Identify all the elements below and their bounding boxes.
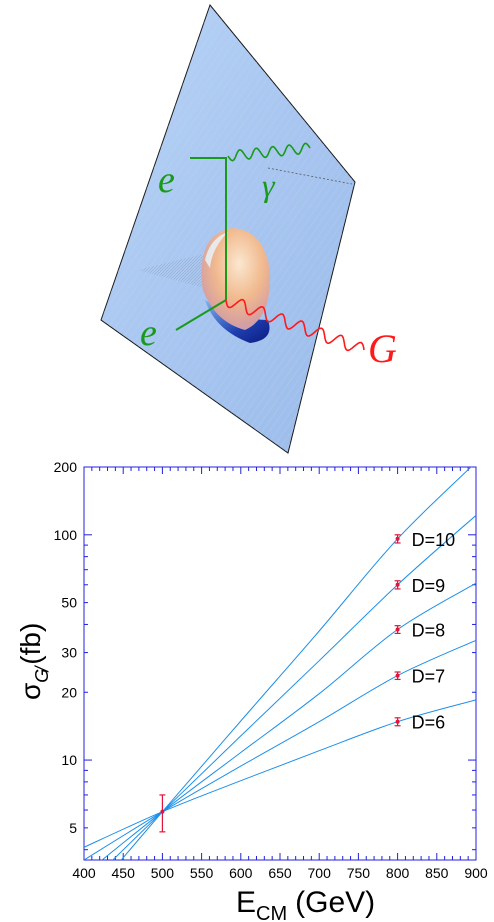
data-point — [394, 671, 401, 681]
series-line-d-7 — [84, 639, 476, 860]
y-tick-label: 50 — [61, 595, 77, 611]
x-tick-label: 550 — [190, 865, 214, 881]
data-points — [159, 534, 401, 833]
x-tick-label: 600 — [229, 865, 253, 881]
cone-shadow — [138, 252, 212, 290]
data-point — [394, 580, 401, 590]
series-labels: D=10 D=9 D=8 D=7 D=6 — [412, 530, 456, 733]
plot-frame — [83, 466, 477, 861]
y-tick-label: 5 — [69, 820, 77, 836]
feynman-diagram: e γ e G — [100, 3, 397, 454]
electron-line-top — [190, 157, 227, 300]
series-label: D=6 — [412, 713, 446, 733]
photon-line — [227, 142, 311, 162]
series-line-d-9 — [112, 515, 476, 860]
x-tick-label: 400 — [72, 865, 96, 881]
y-tick-label: 10 — [61, 752, 77, 768]
series-line-d-10 — [120, 467, 472, 860]
data-point — [159, 794, 166, 833]
y-tick-label: 100 — [54, 527, 78, 543]
x-axis-title-unit: (GeV) — [295, 886, 375, 919]
y-axis-ticks: 5 10 20 30 50 100 200 — [54, 459, 476, 851]
label-graviton: G — [368, 326, 397, 371]
x-tick-label: 900 — [464, 865, 488, 881]
electron-line-bottom — [175, 299, 227, 331]
series-label: D=10 — [412, 530, 456, 550]
x-tick-label: 650 — [268, 865, 292, 881]
series-label: D=9 — [412, 576, 446, 596]
y-tick-label: 30 — [61, 645, 77, 661]
series-label: D=7 — [412, 667, 446, 687]
graviton-line — [225, 298, 365, 352]
data-point — [394, 717, 401, 727]
x-axis-title-sub: CM — [256, 903, 287, 922]
x-tick-label: 450 — [112, 865, 136, 881]
label-electron-top: e — [158, 159, 175, 201]
series-line-d-6 — [84, 699, 476, 848]
y-axis-title: σG̸(fb) — [15, 623, 52, 700]
y-tick-label: 20 — [61, 684, 77, 700]
x-tick-label: 500 — [151, 865, 175, 881]
series-lines — [84, 467, 476, 860]
y-axis-title-unit: (fb) — [15, 623, 46, 665]
x-tick-label: 700 — [308, 865, 332, 881]
x-tick-label: 850 — [425, 865, 449, 881]
x-tick-label: 800 — [386, 865, 410, 881]
series-label: D=8 — [412, 620, 446, 640]
data-point — [394, 534, 401, 544]
y-axis-title-sub: G̸ — [32, 665, 52, 683]
x-axis-title-main: E — [236, 886, 256, 919]
x-tick-label: 750 — [347, 865, 371, 881]
x-axis-ticks: 400 450 500 550 600 650 700 750 800 850 900 — [72, 467, 488, 881]
y-axis-title-main: σ — [15, 683, 46, 700]
x-axis-title: ECM (GeV) — [236, 886, 375, 922]
data-point — [394, 625, 401, 635]
series-line-d-8 — [101, 582, 476, 860]
label-electron-bottom: e — [140, 312, 157, 354]
label-photon: γ — [262, 167, 276, 203]
cross-section-chart: 400 450 500 550 600 650 700 750 800 850 900 5 10 20 3… — [15, 459, 488, 922]
y-tick-label: 200 — [54, 459, 78, 475]
ball-highlight — [205, 232, 228, 268]
